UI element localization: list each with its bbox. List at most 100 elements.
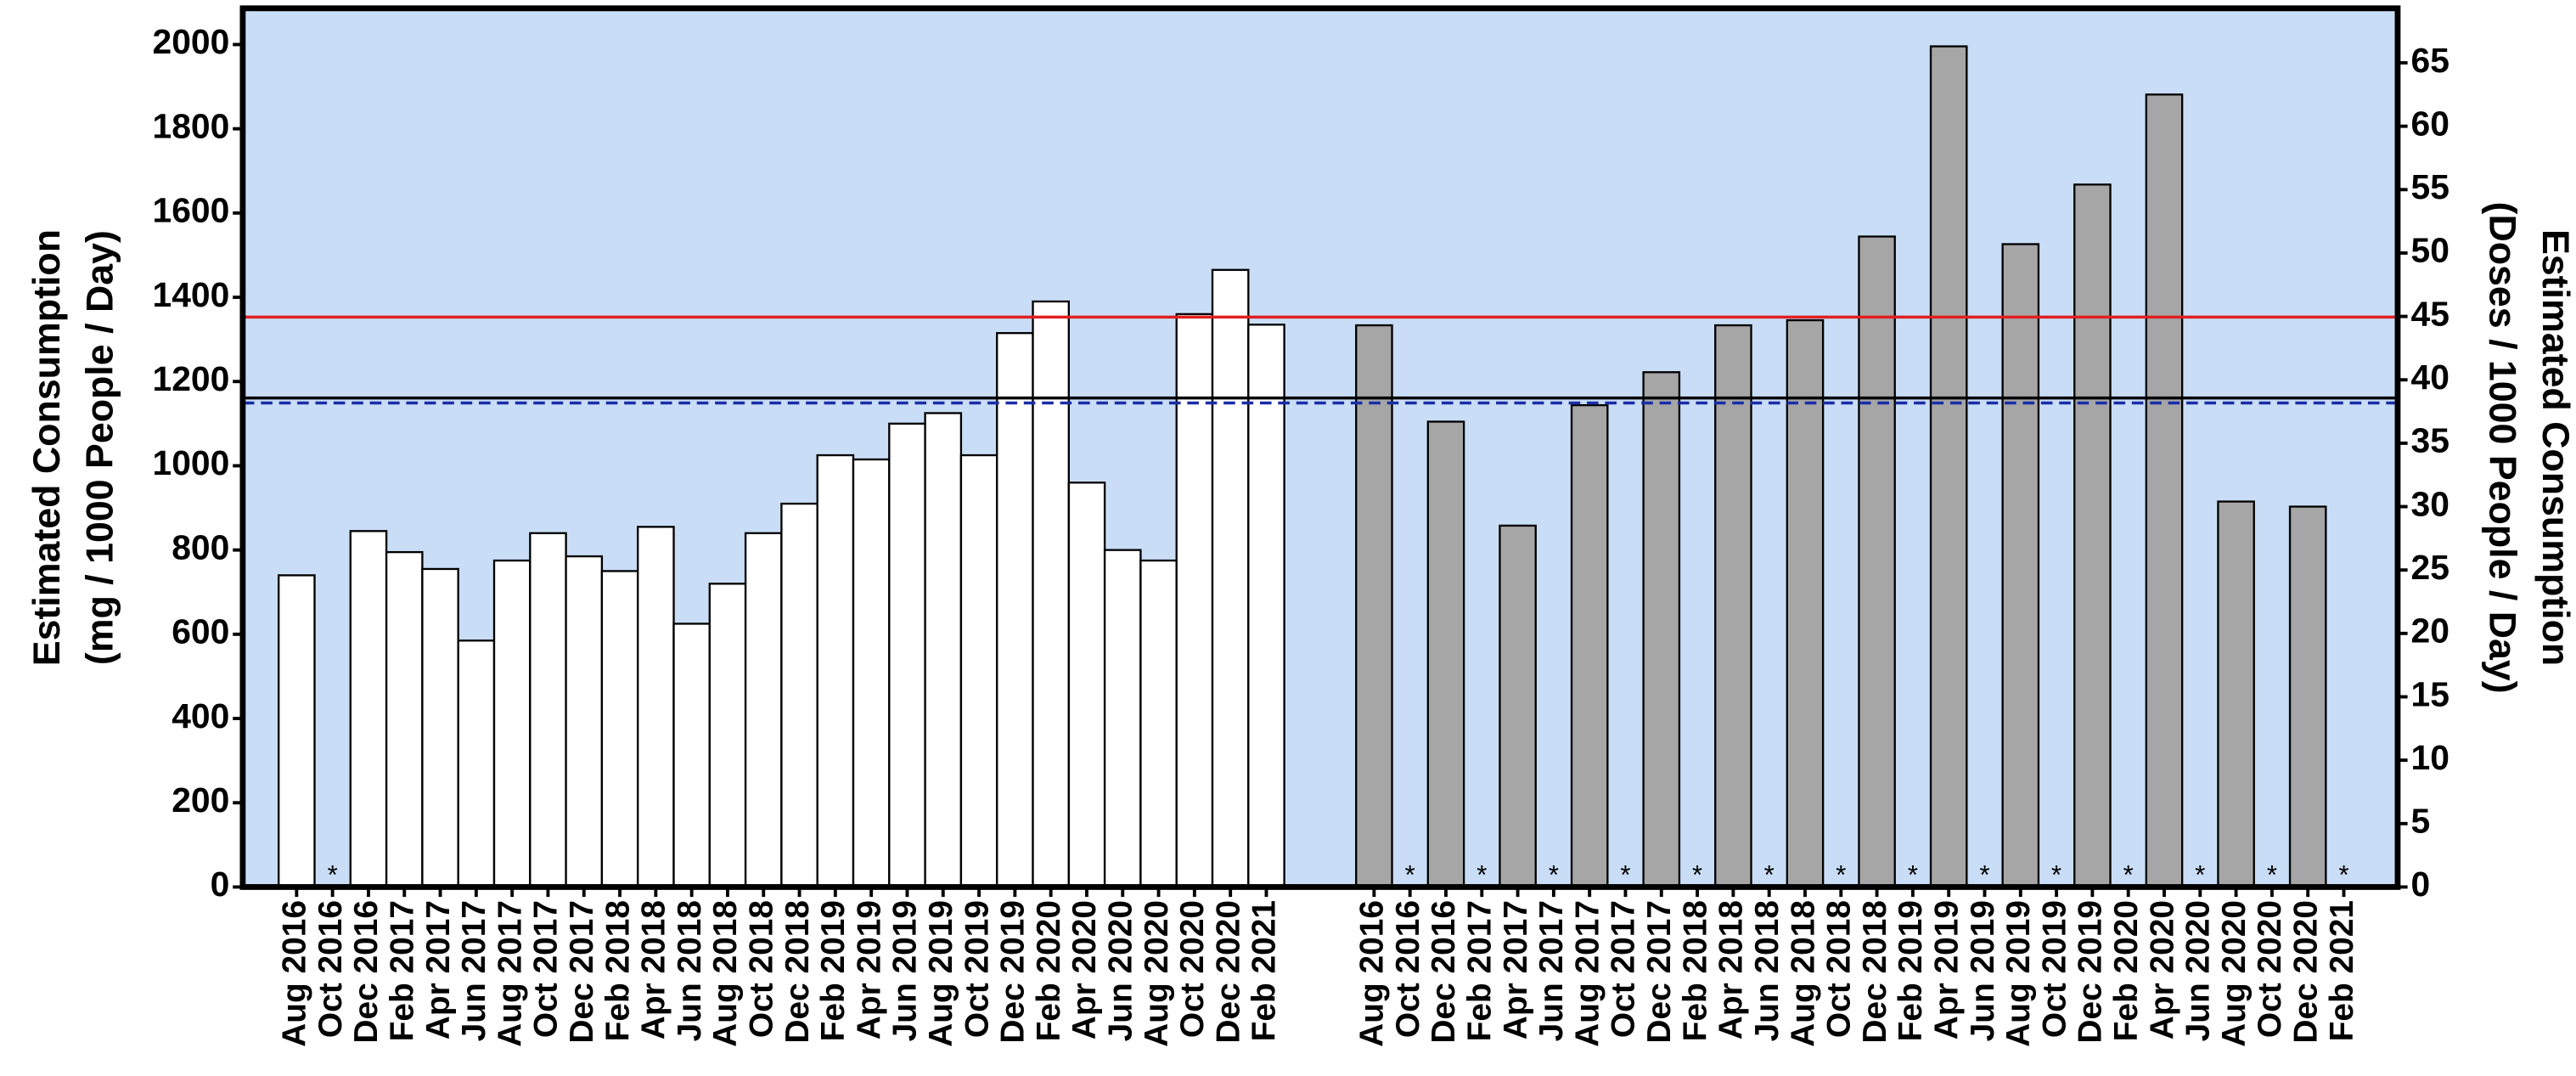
bar bbox=[349, 530, 388, 888]
no-data-marker: * bbox=[2051, 860, 2061, 890]
x-tick-label: Jun 2020 bbox=[1103, 900, 1139, 1041]
bar bbox=[1499, 524, 1537, 888]
bar bbox=[1103, 549, 1142, 888]
x-tick-label: Dec 2020 bbox=[1210, 900, 1246, 1044]
bar bbox=[816, 453, 855, 888]
x-tick-label: Jun 2018 bbox=[1749, 900, 1786, 1041]
bar bbox=[565, 555, 604, 888]
y2-tick-label: 50 bbox=[2411, 231, 2449, 270]
x-tick-label: Oct 2016 bbox=[1390, 900, 1426, 1038]
x-tick-label: Aug 2020 bbox=[1139, 900, 1175, 1047]
x-tick-label: Apr 2017 bbox=[1498, 900, 1534, 1039]
y-tick-label: 800 bbox=[172, 527, 229, 566]
no-data-marker: * bbox=[1764, 860, 1775, 890]
bar bbox=[2073, 183, 2112, 888]
x-tick-label: Feb 2019 bbox=[815, 900, 852, 1041]
x-tick-label: Jun 2017 bbox=[1533, 900, 1570, 1041]
x-tick-label: Jun 2018 bbox=[672, 900, 708, 1041]
x-tick-label: Oct 2020 bbox=[1174, 900, 1211, 1038]
x-tick-label: Oct 2020 bbox=[2252, 900, 2288, 1038]
x-tick-label: Oct 2018 bbox=[744, 900, 780, 1038]
no-data-marker: * bbox=[1549, 860, 1559, 890]
y-tick-label: 200 bbox=[172, 780, 229, 820]
bar bbox=[2288, 505, 2327, 888]
y2-tick-label: 30 bbox=[2411, 484, 2449, 523]
no-data-marker: * bbox=[1405, 860, 1415, 890]
no-data-marker: * bbox=[1476, 860, 1487, 890]
x-tick-label: Apr 2018 bbox=[1713, 900, 1750, 1039]
no-data-marker: * bbox=[328, 860, 338, 890]
bar bbox=[1175, 313, 1214, 888]
x-tick-label: Feb 2019 bbox=[1893, 900, 1929, 1041]
y2-tick-label: 5 bbox=[2411, 802, 2431, 841]
x-tick-label: Jun 2019 bbox=[1965, 900, 2001, 1041]
bar bbox=[385, 550, 424, 888]
bar bbox=[2145, 93, 2184, 888]
x-tick-label: Feb 2017 bbox=[385, 900, 421, 1041]
no-data-marker: * bbox=[1620, 860, 1630, 890]
y2-tick-label: 45 bbox=[2411, 294, 2449, 333]
bar bbox=[421, 567, 459, 888]
x-tick-label: Dec 2016 bbox=[348, 900, 385, 1044]
y2-tick-label: 55 bbox=[2411, 167, 2449, 206]
y-tick-label: 1400 bbox=[153, 275, 230, 314]
bar bbox=[852, 458, 891, 888]
y-tick-label: 1200 bbox=[153, 359, 230, 398]
bar bbox=[1714, 324, 1752, 888]
bar bbox=[1032, 300, 1070, 888]
bar bbox=[708, 583, 747, 888]
x-tick-label: Aug 2017 bbox=[1569, 900, 1606, 1047]
y2-axis-label: Estimated Consumption bbox=[2534, 229, 2576, 666]
no-data-marker: * bbox=[2267, 860, 2277, 890]
x-tick-label: Aug 2018 bbox=[707, 900, 744, 1047]
bar bbox=[924, 412, 963, 888]
x-tick-label: Feb 2021 bbox=[2324, 900, 2360, 1041]
x-tick-label: Aug 2018 bbox=[1785, 900, 1821, 1047]
x-tick-label: Feb 2021 bbox=[1246, 900, 1283, 1041]
y2-tick-label: 0 bbox=[2411, 865, 2431, 904]
y2-tick-label: 35 bbox=[2411, 421, 2449, 460]
bar bbox=[2001, 243, 2040, 888]
x-tick-label: Aug 2017 bbox=[492, 900, 528, 1047]
no-data-marker: * bbox=[2123, 860, 2134, 890]
x-tick-label: Dec 2019 bbox=[995, 900, 1032, 1044]
no-data-marker: * bbox=[1692, 860, 1702, 890]
x-tick-label: Oct 2019 bbox=[959, 900, 995, 1038]
y2-tick-label: 40 bbox=[2411, 358, 2449, 397]
x-tick-label: Feb 2018 bbox=[599, 900, 636, 1041]
bar bbox=[959, 453, 998, 888]
x-tick-label: Jun 2020 bbox=[2180, 900, 2217, 1041]
x-tick-label: Oct 2018 bbox=[1821, 900, 1858, 1038]
x-tick-label: Dec 2020 bbox=[2287, 900, 2324, 1044]
x-tick-label: Aug 2020 bbox=[2216, 900, 2253, 1047]
y2-tick-label: 65 bbox=[2411, 41, 2449, 80]
y2-tick-label: 15 bbox=[2411, 674, 2449, 713]
plot-frame bbox=[239, 5, 2401, 890]
y-tick-label: 1000 bbox=[153, 443, 230, 482]
bar bbox=[1570, 403, 1609, 888]
x-tick-label: Dec 2018 bbox=[779, 900, 816, 1044]
bar bbox=[1858, 235, 1896, 888]
x-tick-label: Feb 2018 bbox=[1677, 900, 1713, 1041]
x-tick-label: Oct 2016 bbox=[312, 900, 349, 1038]
bar bbox=[888, 422, 926, 888]
y-tick-label: 1800 bbox=[153, 106, 230, 145]
x-tick-label: Feb 2020 bbox=[2108, 900, 2145, 1041]
bar bbox=[1786, 318, 1825, 888]
x-tick-label: Dec 2018 bbox=[1857, 900, 1893, 1044]
x-tick-label: Jun 2017 bbox=[456, 900, 492, 1041]
x-tick-label: Apr 2017 bbox=[420, 900, 457, 1039]
bar bbox=[996, 332, 1034, 888]
bar bbox=[457, 639, 496, 888]
x-tick-label: Feb 2020 bbox=[1031, 900, 1067, 1041]
y2-tick-label: 60 bbox=[2411, 104, 2449, 143]
no-data-marker: * bbox=[1836, 860, 1846, 890]
bar bbox=[529, 532, 567, 888]
bar bbox=[1211, 268, 1250, 888]
x-tick-label: Dec 2019 bbox=[2073, 900, 2109, 1044]
y2-axis-label: (Doses / 1000 People / Day) bbox=[2482, 202, 2523, 694]
x-tick-label: Apr 2018 bbox=[636, 900, 672, 1039]
x-tick-label: Aug 2016 bbox=[277, 900, 313, 1047]
